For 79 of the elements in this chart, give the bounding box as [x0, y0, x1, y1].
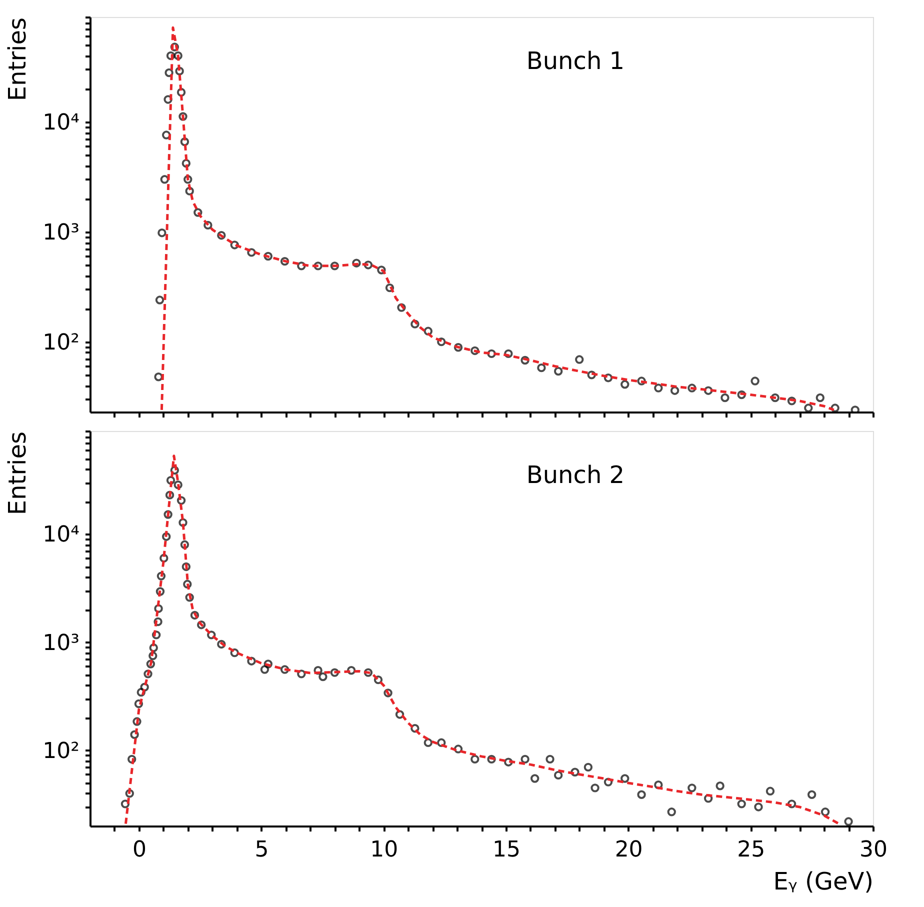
point	[297, 262, 306, 270]
x-tick-label: 20	[614, 838, 643, 862]
point	[230, 240, 239, 250]
point	[166, 51, 176, 60]
y-tick-label: 10⁴	[42, 110, 80, 136]
point	[175, 66, 184, 76]
point	[575, 355, 584, 364]
point	[670, 386, 680, 395]
y-axis-title: Entries	[4, 18, 32, 102]
point	[787, 396, 796, 406]
point	[204, 220, 212, 230]
point	[164, 68, 174, 78]
point	[280, 256, 290, 266]
point	[637, 376, 646, 386]
point	[182, 158, 191, 168]
point	[178, 112, 188, 121]
x-tick-label: 15	[492, 838, 520, 862]
point	[217, 230, 226, 240]
x-tick-label: 25	[737, 838, 766, 862]
x-tick-label: 10	[370, 838, 398, 862]
point	[470, 346, 480, 356]
point	[604, 374, 613, 382]
point	[737, 390, 746, 400]
point	[504, 349, 513, 358]
point	[352, 258, 361, 268]
point	[385, 283, 394, 292]
annotation: Bunch 2	[526, 461, 625, 489]
point	[554, 366, 563, 376]
point	[537, 363, 546, 372]
point	[264, 252, 272, 261]
point	[164, 95, 172, 104]
point	[487, 349, 496, 358]
point	[654, 384, 663, 392]
point	[750, 376, 760, 386]
point	[158, 228, 166, 238]
point	[424, 326, 433, 336]
point	[620, 380, 630, 389]
point	[377, 266, 386, 274]
y-tick-label: 10²	[42, 738, 80, 764]
point	[397, 303, 406, 312]
point	[184, 175, 192, 184]
point	[587, 370, 596, 380]
x-axis-title: Eᵧ (GeV)	[773, 868, 874, 896]
point	[364, 260, 373, 270]
x-tick-label: 30	[860, 838, 888, 862]
x-tick-label: 0	[132, 838, 146, 862]
point	[520, 356, 530, 365]
point	[688, 384, 696, 392]
annotation: Bunch 1	[526, 47, 625, 75]
point	[454, 343, 463, 352]
point	[162, 130, 171, 140]
y-axis-title: Entries	[4, 432, 32, 516]
point	[704, 386, 713, 395]
point	[314, 262, 322, 270]
point	[180, 137, 190, 146]
point	[176, 88, 186, 97]
x-tick-label: 5	[254, 838, 269, 862]
point	[160, 175, 169, 184]
y-tick-label: 10⁴	[42, 522, 80, 548]
point	[850, 406, 860, 412]
y-tick-label: 10²	[42, 330, 80, 356]
y-tick-label: 10³	[42, 630, 80, 656]
point	[194, 208, 202, 217]
point	[720, 393, 730, 402]
point	[410, 320, 420, 328]
point	[830, 404, 840, 412]
point	[170, 42, 180, 52]
point	[247, 248, 256, 257]
point	[174, 51, 182, 60]
y-tick-label: 10³	[42, 220, 80, 246]
point	[330, 262, 340, 270]
point	[770, 393, 780, 402]
point	[185, 186, 194, 196]
line-series	[160, 26, 836, 412]
point	[816, 393, 824, 402]
point	[155, 296, 164, 304]
point	[437, 337, 446, 346]
point	[804, 404, 813, 412]
point	[154, 372, 163, 382]
